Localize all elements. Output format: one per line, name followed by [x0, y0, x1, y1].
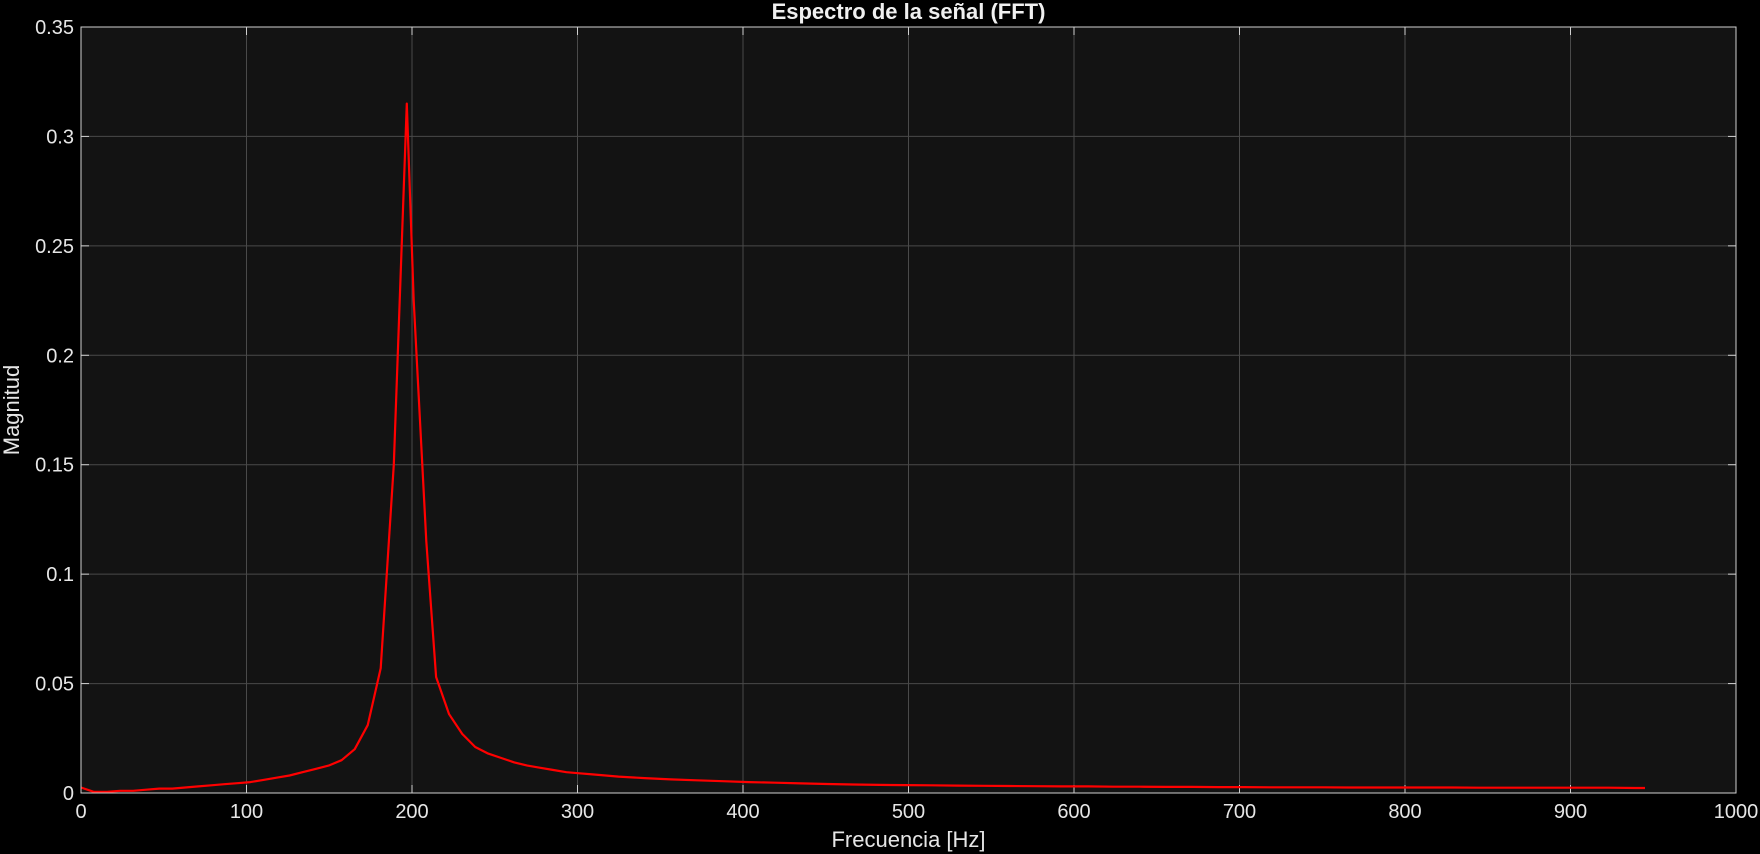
y-tick-label: 0.35: [35, 17, 74, 39]
x-axis-label: Frecuencia [Hz]: [831, 827, 985, 852]
y-tick-label: 0.25: [35, 236, 74, 258]
x-tick-label: 300: [561, 801, 594, 823]
x-tick-label: 100: [230, 801, 263, 823]
chart-title: Espectro de la señal (FFT): [772, 0, 1046, 24]
x-tick-label: 500: [892, 801, 925, 823]
y-tick-label: 0.15: [35, 455, 74, 477]
plot-frame: [80, 26, 1737, 794]
x-tick-label: 400: [726, 801, 759, 823]
y-tick-label: 0.3: [46, 126, 74, 148]
axis-ticks: 0 100 200 300 400 500 600 700 800 900 1000 0 0.05 0.1…: [35, 17, 1758, 823]
x-tick-label: 800: [1388, 801, 1421, 823]
x-tick-label: 200: [395, 801, 428, 823]
x-tick-label: 1000: [1714, 801, 1759, 823]
y-tick-label: 0.05: [35, 674, 74, 696]
x-tick-label: 600: [1057, 801, 1090, 823]
y-tick-label: 0: [63, 783, 74, 805]
y-tick-label: 0.2: [46, 345, 74, 367]
spectrum-line: [80, 102, 1645, 794]
data-series: [80, 102, 1645, 794]
y-tick-label: 0.1: [46, 564, 74, 586]
x-tick-label: 0: [75, 801, 86, 823]
y-axis-label: Magnitud: [0, 365, 24, 456]
x-tick-label: 900: [1554, 801, 1587, 823]
x-tick-label: 700: [1223, 801, 1256, 823]
